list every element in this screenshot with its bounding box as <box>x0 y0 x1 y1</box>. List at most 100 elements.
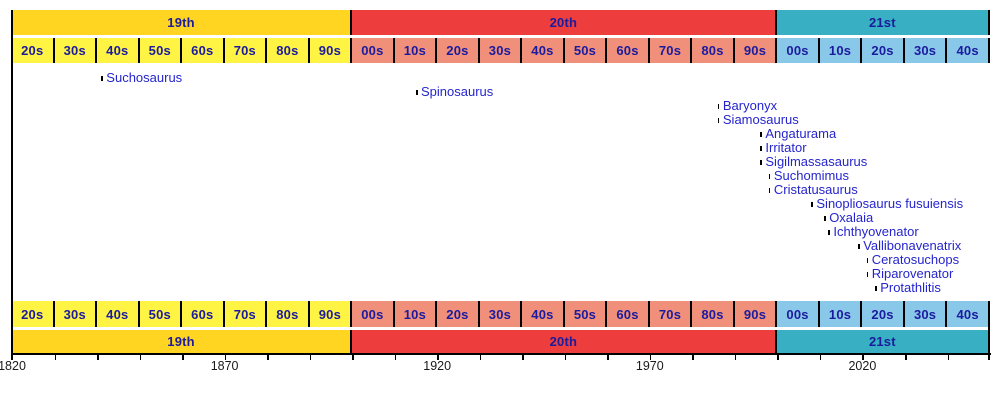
decade-cell: 40s <box>522 38 565 63</box>
axis-left-border-1820-tick <box>11 10 13 360</box>
taxon-entry: Ceratosuchops <box>866 252 960 267</box>
decade-cell: 50s <box>139 38 183 63</box>
decade-label: 10s <box>828 43 852 58</box>
axis-year-label: 1970 <box>635 359 664 373</box>
decade-label: 20s <box>21 306 44 322</box>
decade-label: 00s <box>786 306 809 322</box>
taxon-label[interactable]: Vallibonavenatrix <box>863 238 962 253</box>
taxon-label[interactable]: Irritator <box>765 140 807 155</box>
decade-label: 30s <box>913 43 937 58</box>
decade-cell: 30s <box>904 38 948 63</box>
taxon-label[interactable]: Spinosaurus <box>421 84 494 99</box>
century-label: 21st <box>868 334 896 349</box>
decade-cell: 20s <box>437 38 480 63</box>
century-band-19th: 19th <box>12 10 353 35</box>
decade-cell: 90s <box>309 301 353 327</box>
taxon-entry: Baryonyx <box>717 98 778 113</box>
axis-decade-tick <box>564 355 567 360</box>
taxon-label[interactable]: Angaturama <box>765 126 837 141</box>
decade-label: 50s <box>148 306 171 322</box>
axis-decade-tick <box>97 355 99 360</box>
taxon-year-tick <box>858 243 860 249</box>
axis-decade-tick <box>54 355 56 360</box>
taxon-label[interactable]: Suchosaurus <box>106 70 183 85</box>
century-label: 21st <box>868 15 896 30</box>
decade-cell: 80s <box>267 301 310 327</box>
taxon-label[interactable]: Ceratosuchops <box>871 252 960 267</box>
axis-decade-tick <box>522 355 524 360</box>
taxon-year-tick <box>717 103 720 109</box>
taxon-entry: Suchomimus <box>768 168 850 183</box>
decade-cell: 70s <box>224 301 268 327</box>
taxon-label[interactable]: Sinopliosaurus fusuiensis <box>816 196 964 211</box>
decade-label: 60s <box>616 306 639 322</box>
axis-decade-tick <box>819 355 822 360</box>
decade-label: 60s <box>191 43 214 58</box>
axis-decade-tick <box>224 355 227 360</box>
decade-cell: 10s <box>819 301 863 327</box>
decade-cell: 90s <box>734 38 778 63</box>
taxon-label[interactable]: Suchomimus <box>773 168 850 183</box>
decade-cell: 80s <box>692 301 735 327</box>
decade-cell: 50s <box>564 301 608 327</box>
decade-cell: 10s <box>394 38 438 63</box>
decade-label: 90s <box>743 306 767 322</box>
decade-cell: 40s <box>97 301 140 327</box>
decade-label: 40s <box>956 43 979 58</box>
decade-label: 50s <box>573 306 597 322</box>
axis-decade-tick <box>947 355 949 360</box>
taxon-entry: Ichthyovenator <box>828 224 919 239</box>
axis-decade-tick <box>479 355 482 360</box>
decade-cell: 30s <box>479 38 523 63</box>
decade-cell: 30s <box>54 38 98 63</box>
decade-label: 20s <box>446 43 469 58</box>
decade-cell: 60s <box>607 301 650 327</box>
decade-label: 70s <box>658 306 682 322</box>
axis-decade-tick <box>267 355 269 360</box>
decade-label: 80s <box>276 43 299 58</box>
decade-label: 20s <box>446 306 469 322</box>
taxon-label[interactable]: Protathlitis <box>880 280 941 295</box>
taxon-label[interactable]: Baryonyx <box>722 98 778 113</box>
taxon-entry: Suchosaurus <box>101 71 182 85</box>
decade-cell: 90s <box>309 38 353 63</box>
decade-cell: 80s <box>692 38 735 63</box>
taxon-label[interactable]: Ichthyovenator <box>833 224 919 239</box>
taxon-label[interactable]: Siamosaurus <box>722 112 799 127</box>
taxon-label[interactable]: Riparovenator <box>871 266 954 281</box>
decade-cell: 40s <box>947 38 990 63</box>
decade-cell: 30s <box>54 301 98 327</box>
decade-label: 40s <box>106 43 129 58</box>
axis-decade-tick <box>182 355 184 360</box>
taxon-entry: Vallibonavenatrix <box>858 239 961 253</box>
century-label: 19th <box>167 15 195 30</box>
decade-cell: 50s <box>139 301 183 327</box>
axis-decade-tick <box>394 355 397 360</box>
decade-cell: 00s <box>352 301 395 327</box>
decade-label: 30s <box>488 306 512 322</box>
decade-label: 40s <box>531 306 554 322</box>
century-label: 20th <box>549 15 578 30</box>
taxon-year-tick <box>824 215 826 221</box>
taxon-label[interactable]: Oxalaia <box>829 210 874 225</box>
decade-cell: 60s <box>607 38 650 63</box>
taxon-year-tick <box>768 187 771 193</box>
taxon-entry: Sigilmassasaurus <box>760 155 867 169</box>
taxon-year-tick <box>875 285 877 291</box>
axis-year-label: 1820 <box>0 359 26 373</box>
decade-cell: 50s <box>564 38 608 63</box>
taxon-label[interactable]: Sigilmassasaurus <box>765 154 868 169</box>
century-label: 20th <box>549 334 578 349</box>
taxon-year-tick <box>760 131 762 137</box>
taxon-label[interactable]: Cristatusaurus <box>773 182 858 197</box>
taxon-year-tick <box>717 117 720 123</box>
axis-decade-tick <box>692 355 694 360</box>
decade-label: 40s <box>106 306 129 322</box>
taxon-year-tick <box>811 201 813 207</box>
decade-cell: 20s <box>862 38 905 63</box>
decade-label: 70s <box>233 306 256 322</box>
axis-decade-tick <box>139 355 142 360</box>
taxon-year-tick <box>866 271 869 277</box>
axis-decade-tick <box>734 355 737 360</box>
century-row-top: 19th 20th 21st <box>12 10 990 35</box>
